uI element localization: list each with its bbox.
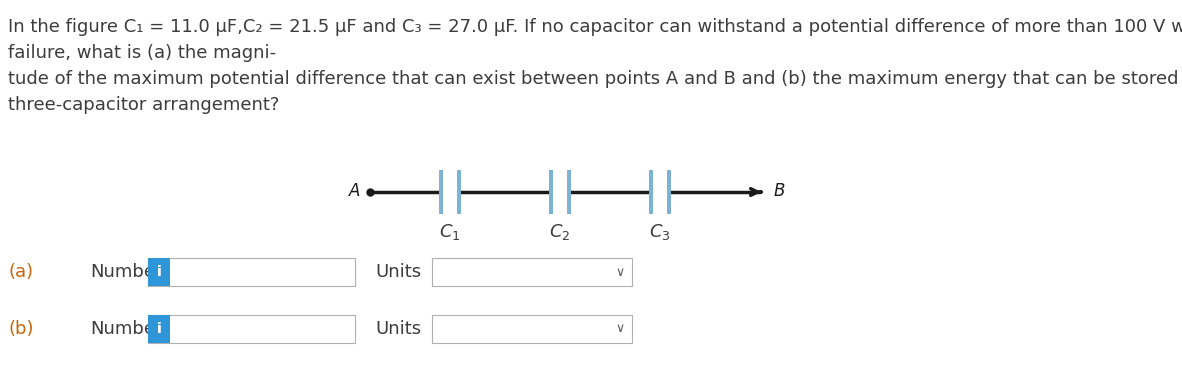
Bar bbox=[567, 170, 571, 214]
Text: i: i bbox=[157, 322, 161, 336]
Text: $C_2$: $C_2$ bbox=[550, 222, 571, 242]
Bar bbox=[148, 315, 170, 343]
Text: ∨: ∨ bbox=[616, 322, 624, 336]
Text: i: i bbox=[157, 265, 161, 279]
Text: Units: Units bbox=[375, 263, 421, 281]
Bar bbox=[649, 170, 652, 214]
Text: Number: Number bbox=[90, 320, 162, 338]
Bar bbox=[457, 170, 461, 214]
Text: failure, what is (a) the magni-: failure, what is (a) the magni- bbox=[8, 44, 277, 62]
Text: $C_1$: $C_1$ bbox=[440, 222, 461, 242]
Bar bbox=[443, 189, 457, 195]
Text: $C_3$: $C_3$ bbox=[649, 222, 670, 242]
Bar bbox=[652, 189, 667, 195]
Bar bbox=[148, 258, 170, 286]
Bar bbox=[148, 315, 170, 343]
Bar bbox=[553, 189, 567, 195]
Text: In the figure C₁ = 11.0 μF,C₂ = 21.5 μF and C₃ = 27.0 μF. If no capacitor can wi: In the figure C₁ = 11.0 μF,C₂ = 21.5 μF … bbox=[8, 18, 1182, 36]
Bar bbox=[439, 170, 443, 214]
Text: A: A bbox=[349, 182, 361, 200]
Text: Number: Number bbox=[90, 263, 162, 281]
Bar bbox=[667, 170, 671, 214]
Text: ∨: ∨ bbox=[616, 265, 624, 279]
Text: Units: Units bbox=[375, 320, 421, 338]
Bar bbox=[148, 258, 355, 286]
Bar bbox=[431, 258, 632, 286]
Bar bbox=[431, 315, 632, 343]
Text: three-capacitor arrangement?: three-capacitor arrangement? bbox=[8, 96, 279, 114]
Text: (a): (a) bbox=[8, 263, 33, 281]
Text: tude of the maximum potential difference that can exist between points A and B a: tude of the maximum potential difference… bbox=[8, 70, 1182, 88]
Text: (b): (b) bbox=[8, 320, 33, 338]
Text: B: B bbox=[774, 182, 785, 200]
Bar bbox=[148, 258, 170, 286]
Bar bbox=[148, 315, 355, 343]
Text: i: i bbox=[157, 265, 161, 279]
Text: i: i bbox=[157, 322, 161, 336]
Bar bbox=[548, 170, 553, 214]
